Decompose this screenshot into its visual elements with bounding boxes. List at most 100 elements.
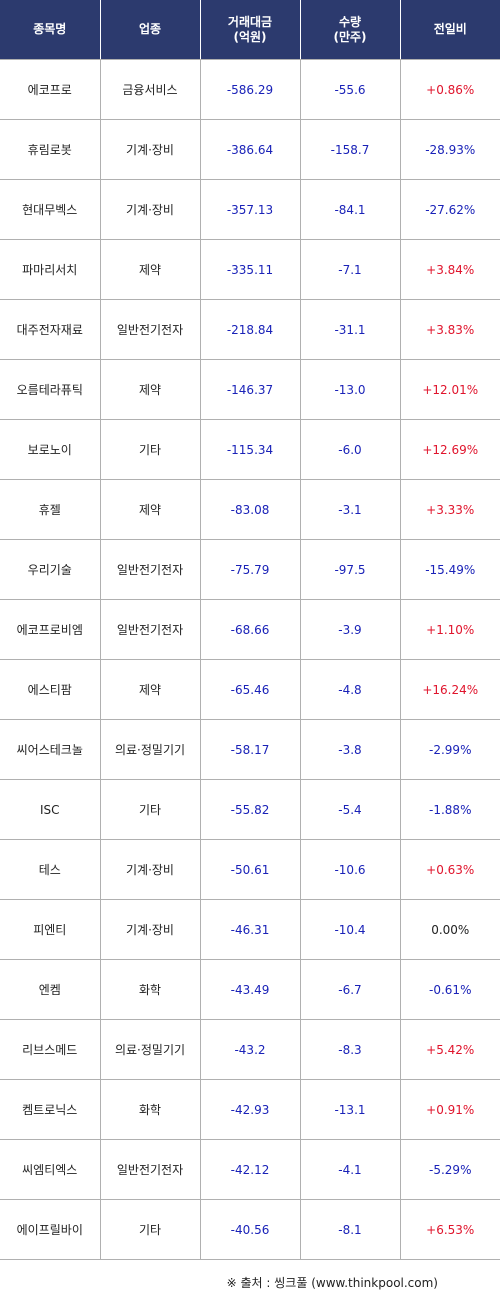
cell-amount: -335.11 — [199, 239, 300, 300]
cell-name: 에이프릴바이 — [0, 1199, 100, 1260]
cell-volume: -84.1 — [299, 179, 400, 240]
table-row: 엔켐 화학 -43.49 -6.7 -0.61% — [0, 959, 500, 1020]
cell-name: 에코프로 — [0, 59, 100, 120]
cell-amount: -386.64 — [199, 119, 300, 180]
cell-change: +0.63% — [399, 839, 500, 900]
cell-change: -0.61% — [399, 959, 500, 1020]
cell-amount: -43.49 — [199, 959, 300, 1020]
cell-name: 리브스메드 — [0, 1019, 100, 1080]
cell-sector: 제약 — [99, 479, 200, 540]
cell-amount: -75.79 — [199, 539, 300, 600]
table-row: 오름테라퓨틱 제약 -146.37 -13.0 +12.01% — [0, 359, 500, 420]
cell-change: +6.53% — [399, 1199, 500, 1260]
table-row: 보로노이 기타 -115.34 -6.0 +12.69% — [0, 419, 500, 480]
cell-change: +0.86% — [399, 59, 500, 120]
cell-sector: 일반전기전자 — [99, 1139, 200, 1200]
cell-amount: -586.29 — [199, 59, 300, 120]
header-name: 종목명 — [0, 0, 100, 60]
cell-change: +16.24% — [399, 659, 500, 720]
cell-name: ISC — [0, 779, 100, 840]
table-body: 에코프로 금융서비스 -586.29 -55.6 +0.86% 휴림로봇 기계·장비 -386… — [0, 59, 500, 1260]
cell-volume: -5.4 — [299, 779, 400, 840]
cell-amount: -55.82 — [199, 779, 300, 840]
header-amount: 거래대금 (억원) — [199, 0, 300, 60]
cell-name: 피엔티 — [0, 899, 100, 960]
cell-change: -27.62% — [399, 179, 500, 240]
cell-change: -1.88% — [399, 779, 500, 840]
header-volume-line1: 수량 — [338, 14, 362, 29]
cell-name: 켐트로닉스 — [0, 1079, 100, 1140]
cell-volume: -3.8 — [299, 719, 400, 780]
cell-amount: -40.56 — [199, 1199, 300, 1260]
cell-sector: 제약 — [99, 659, 200, 720]
cell-change: +1.10% — [399, 599, 500, 660]
header-volume-line2: (만주) — [333, 29, 367, 44]
table-row: 켐트로닉스 화학 -42.93 -13.1 +0.91% — [0, 1079, 500, 1140]
cell-volume: -4.8 — [299, 659, 400, 720]
cell-sector: 기타 — [99, 419, 200, 480]
cell-name: 씨어스테크놀 — [0, 719, 100, 780]
header-amount-line2: (억원) — [233, 29, 267, 44]
cell-amount: -68.66 — [199, 599, 300, 660]
cell-volume: -4.1 — [299, 1139, 400, 1200]
cell-name: 대주전자재료 — [0, 299, 100, 360]
cell-change: -15.49% — [399, 539, 500, 600]
cell-sector: 기계·장비 — [99, 179, 200, 240]
cell-volume: -8.1 — [299, 1199, 400, 1260]
cell-volume: -13.0 — [299, 359, 400, 420]
cell-name: 휴림로봇 — [0, 119, 100, 180]
header-change: 전일비 — [399, 0, 500, 60]
cell-change: +3.83% — [399, 299, 500, 360]
cell-name: 씨엠티엑스 — [0, 1139, 100, 1200]
table-row: 우리기술 일반전기전자 -75.79 -97.5 -15.49% — [0, 539, 500, 600]
cell-change: +0.91% — [399, 1079, 500, 1140]
cell-sector: 일반전기전자 — [99, 599, 200, 660]
cell-name: 현대무벡스 — [0, 179, 100, 240]
cell-amount: -357.13 — [199, 179, 300, 240]
cell-change: +5.42% — [399, 1019, 500, 1080]
cell-sector: 기계·장비 — [99, 839, 200, 900]
table-row: 에코프로비엠 일반전기전자 -68.66 -3.9 +1.10% — [0, 599, 500, 660]
cell-volume: -31.1 — [299, 299, 400, 360]
cell-change: 0.00% — [399, 899, 500, 960]
cell-change: +12.01% — [399, 359, 500, 420]
cell-name: 보로노이 — [0, 419, 100, 480]
table-row: 휴림로봇 기계·장비 -386.64 -158.7 -28.93% — [0, 119, 500, 180]
cell-volume: -3.1 — [299, 479, 400, 540]
cell-sector: 제약 — [99, 239, 200, 300]
cell-change: +12.69% — [399, 419, 500, 480]
cell-sector: 기계·장비 — [99, 119, 200, 180]
cell-volume: -3.9 — [299, 599, 400, 660]
table-row: 현대무벡스 기계·장비 -357.13 -84.1 -27.62% — [0, 179, 500, 240]
cell-volume: -10.6 — [299, 839, 400, 900]
table-row: 씨엠티엑스 일반전기전자 -42.12 -4.1 -5.29% — [0, 1139, 500, 1200]
cell-change: -5.29% — [399, 1139, 500, 1200]
cell-name: 오름테라퓨틱 — [0, 359, 100, 420]
table-row: 피엔티 기계·장비 -46.31 -10.4 0.00% — [0, 899, 500, 960]
cell-amount: -65.46 — [199, 659, 300, 720]
cell-sector: 제약 — [99, 359, 200, 420]
cell-change: +3.33% — [399, 479, 500, 540]
cell-volume: -6.7 — [299, 959, 400, 1020]
cell-volume: -55.6 — [299, 59, 400, 120]
cell-amount: -43.2 — [199, 1019, 300, 1080]
cell-volume: -8.3 — [299, 1019, 400, 1080]
cell-sector: 화학 — [99, 1079, 200, 1140]
cell-sector: 기계·장비 — [99, 899, 200, 960]
cell-amount: -42.12 — [199, 1139, 300, 1200]
header-sector: 업종 — [99, 0, 200, 60]
table-row: 씨어스테크놀 의료·정밀기기 -58.17 -3.8 -2.99% — [0, 719, 500, 780]
table-row: 에스티팜 제약 -65.46 -4.8 +16.24% — [0, 659, 500, 720]
cell-amount: -83.08 — [199, 479, 300, 540]
header-volume: 수량 (만주) — [299, 0, 400, 60]
cell-amount: -58.17 — [199, 719, 300, 780]
cell-amount: -218.84 — [199, 299, 300, 360]
cell-sector: 기타 — [99, 1199, 200, 1260]
cell-volume: -10.4 — [299, 899, 400, 960]
cell-name: 휴젤 — [0, 479, 100, 540]
cell-amount: -42.93 — [199, 1079, 300, 1140]
table-header: 종목명 업종 거래대금 (억원) 수량 (만주) 전일비 — [0, 0, 500, 60]
cell-name: 엔켐 — [0, 959, 100, 1020]
table-row: 테스 기계·장비 -50.61 -10.6 +0.63% — [0, 839, 500, 900]
